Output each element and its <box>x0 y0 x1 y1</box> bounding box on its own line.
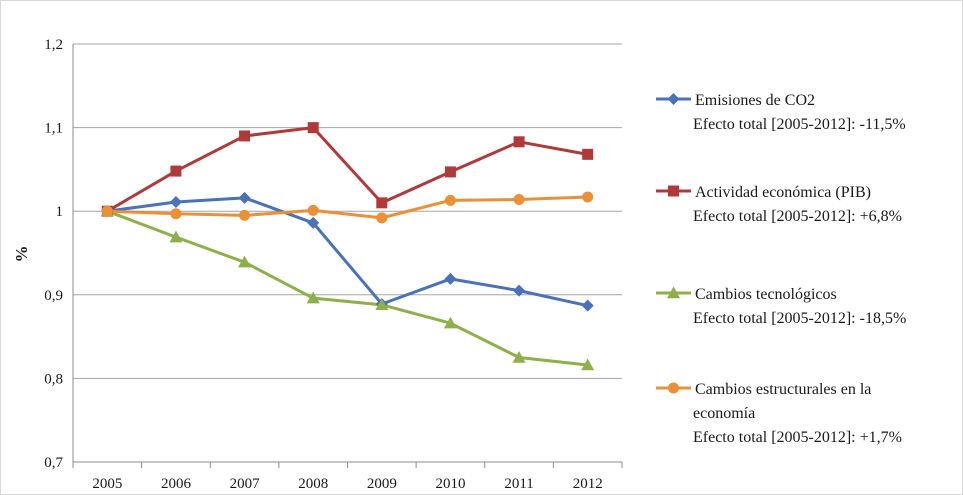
data-point <box>513 136 525 148</box>
legend-label: Efecto total [2005-2012]: -18,5% <box>693 310 906 327</box>
x-tick-label: 2008 <box>298 476 328 492</box>
axes: 0,7 0,8 0,9 1 1,1 1,2 2005 2006 2007 2008 2009 2010… <box>44 37 623 492</box>
y-tick-label: 1,2 <box>44 37 63 53</box>
data-point <box>238 191 251 204</box>
data-point <box>307 122 319 134</box>
data-point <box>582 191 594 203</box>
y-tick-label: 0,9 <box>44 288 63 304</box>
x-tick-label: 2007 <box>230 476 261 492</box>
legend-label: Actividad económica (PIB) <box>695 184 871 201</box>
data-point <box>239 130 251 142</box>
data-point <box>443 316 457 329</box>
legend-label: Cambios estructurales en la <box>695 381 871 398</box>
data-point <box>238 255 252 268</box>
legend-label: Cambios tecnológicos <box>695 286 837 303</box>
y-tick-label: 1 <box>56 204 64 220</box>
legend-label: Efecto total [2005-2012]: +1,7% <box>693 429 902 446</box>
x-tick-label: 2009 <box>367 476 397 492</box>
y-tick-label: 0,7 <box>44 455 63 471</box>
data-point <box>170 208 182 220</box>
legend-label: Efecto total [2005-2012]: -11,5% <box>693 116 906 133</box>
data-point <box>444 194 456 206</box>
data-point <box>307 216 320 229</box>
data-point <box>582 148 594 160</box>
legend: Emisiones de CO2 Efecto total [2005-2012]… <box>656 92 906 446</box>
data-point <box>170 165 182 177</box>
data-point <box>513 193 525 205</box>
y-axis-label: % <box>12 246 31 263</box>
data-point <box>376 197 388 209</box>
legend-label: Emisiones de CO2 <box>695 92 815 109</box>
legend-label: Efecto total [2005-2012]: +6,8% <box>693 208 902 225</box>
data-point <box>101 205 113 217</box>
data-point <box>667 286 680 299</box>
data-point <box>668 382 679 394</box>
series-line <box>106 209 588 367</box>
data-point <box>376 212 388 224</box>
data-point <box>581 299 594 312</box>
x-tick-label: 2006 <box>161 476 192 492</box>
series-lines <box>100 122 595 371</box>
data-point <box>239 209 251 221</box>
series-line <box>106 126 588 213</box>
data-point <box>307 204 319 216</box>
data-point <box>512 351 526 363</box>
series-line <box>107 196 589 308</box>
x-tick-label: 2005 <box>92 476 122 492</box>
x-tick-label: 2011 <box>504 476 533 492</box>
series-line <box>107 195 588 220</box>
data-point <box>306 291 320 304</box>
data-point <box>581 358 595 371</box>
x-tick-label: 2012 <box>573 476 603 492</box>
data-point <box>513 284 526 297</box>
data-point <box>169 230 183 243</box>
data-point <box>668 185 679 197</box>
y-tick-label: 1,1 <box>44 121 63 137</box>
data-point <box>444 166 456 178</box>
data-point <box>169 196 182 209</box>
gridlines <box>73 43 622 379</box>
data-point <box>667 93 680 105</box>
y-tick-label: 0,8 <box>44 371 63 387</box>
x-tick-label: 2010 <box>435 476 465 492</box>
data-point <box>444 272 457 285</box>
legend-label: economía <box>693 405 755 422</box>
data-point <box>375 298 389 311</box>
